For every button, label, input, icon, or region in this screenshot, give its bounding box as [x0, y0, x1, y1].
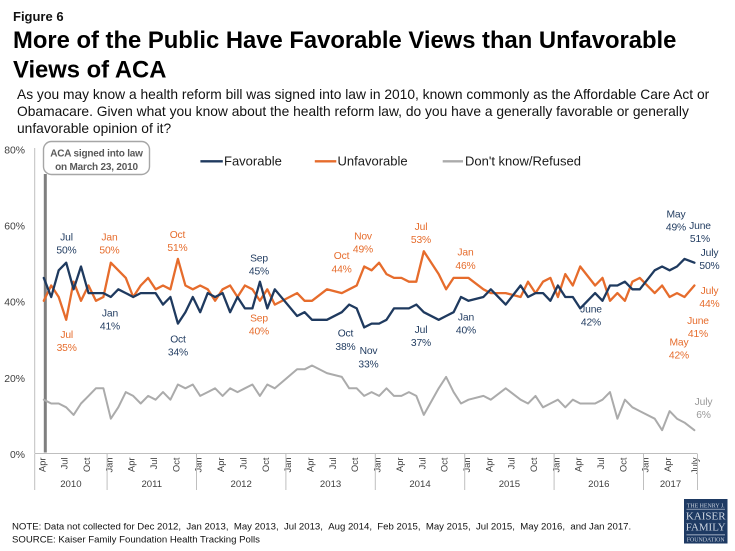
svg-text:Jul: Jul	[596, 458, 606, 470]
svg-text:Oct: Oct	[618, 457, 628, 472]
svg-text:unfavorable opinion of it?: unfavorable opinion of it?	[17, 121, 172, 136]
svg-text:Unfavorable: Unfavorable	[338, 153, 408, 168]
svg-text:Oct: Oct	[82, 457, 92, 472]
svg-text:Jul: Jul	[507, 458, 517, 470]
svg-text:July: July	[690, 457, 700, 474]
svg-text:Jan: Jan	[283, 458, 293, 473]
svg-text:ACA signed into law: ACA signed into law	[50, 148, 143, 159]
svg-text:2015: 2015	[499, 479, 520, 490]
svg-text:Jan: Jan	[641, 458, 651, 473]
svg-text:Jul: Jul	[328, 458, 338, 470]
svg-text:Jul: Jul	[417, 458, 427, 470]
svg-text:2016: 2016	[588, 479, 609, 490]
svg-text:2014: 2014	[409, 479, 431, 490]
svg-text:Oct: Oct	[171, 457, 181, 472]
svg-text:80%: 80%	[4, 145, 25, 156]
svg-text:Views of ACA: Views of ACA	[13, 57, 166, 84]
svg-text:Apr: Apr	[306, 458, 316, 472]
svg-text:KAISER: KAISER	[686, 511, 726, 523]
svg-text:Apr: Apr	[484, 458, 494, 472]
svg-text:20%: 20%	[4, 374, 25, 385]
svg-text:60%: 60%	[4, 222, 25, 233]
svg-text:2013: 2013	[320, 479, 341, 490]
svg-text:2011: 2011	[141, 479, 162, 490]
svg-text:Jan: Jan	[551, 458, 561, 473]
svg-text:Jul: Jul	[60, 458, 70, 470]
svg-text:Apr: Apr	[127, 458, 137, 472]
svg-text:Obamacare. Given what you know: Obamacare. Given what you know about the…	[17, 104, 689, 119]
svg-text:Figure 6: Figure 6	[13, 9, 64, 24]
svg-text:FAMILY: FAMILY	[686, 522, 726, 534]
svg-text:2010: 2010	[60, 479, 81, 490]
svg-text:Oct: Oct	[261, 457, 271, 472]
svg-text:Jan: Jan	[104, 458, 114, 473]
svg-text:Jul: Jul	[149, 458, 159, 470]
svg-text:Oct: Oct	[440, 457, 450, 472]
svg-text:Apr: Apr	[663, 458, 673, 472]
svg-text:Jan: Jan	[373, 458, 383, 473]
svg-text:Oct: Oct	[529, 457, 539, 472]
svg-text:Apr: Apr	[395, 458, 405, 472]
svg-text:Apr: Apr	[216, 458, 226, 472]
svg-text:Favorable: Favorable	[224, 153, 282, 168]
svg-text:FOUNDATION: FOUNDATION	[687, 538, 726, 544]
svg-text:Jan: Jan	[194, 458, 204, 473]
svg-text:As you may know a health refor: As you may know a health reform bill was…	[17, 87, 710, 102]
svg-text:THE HENRY J.: THE HENRY J.	[687, 504, 725, 510]
svg-text:Jan: Jan	[462, 458, 472, 473]
svg-text:Apr: Apr	[574, 458, 584, 472]
svg-text:2012: 2012	[231, 479, 252, 490]
svg-text:40%: 40%	[4, 298, 25, 309]
svg-text:Don't know/Refused: Don't know/Refused	[465, 153, 581, 168]
svg-text:More of the Public Have Favora: More of the Public Have Favorable Views …	[13, 27, 676, 54]
svg-text:Oct: Oct	[350, 457, 360, 472]
svg-text:SOURCE: Kaiser Family Foundati: SOURCE: Kaiser Family Foundation Health …	[12, 535, 260, 546]
svg-text:Apr: Apr	[37, 458, 47, 472]
svg-text:on March 23, 2010: on March 23, 2010	[55, 162, 138, 173]
svg-text:2017: 2017	[660, 479, 681, 490]
svg-text:Jul: Jul	[238, 458, 248, 470]
svg-text:0%: 0%	[10, 450, 25, 461]
svg-text:NOTE: Data not collected for D: NOTE: Data not collected for Dec 2012, J…	[12, 522, 631, 533]
